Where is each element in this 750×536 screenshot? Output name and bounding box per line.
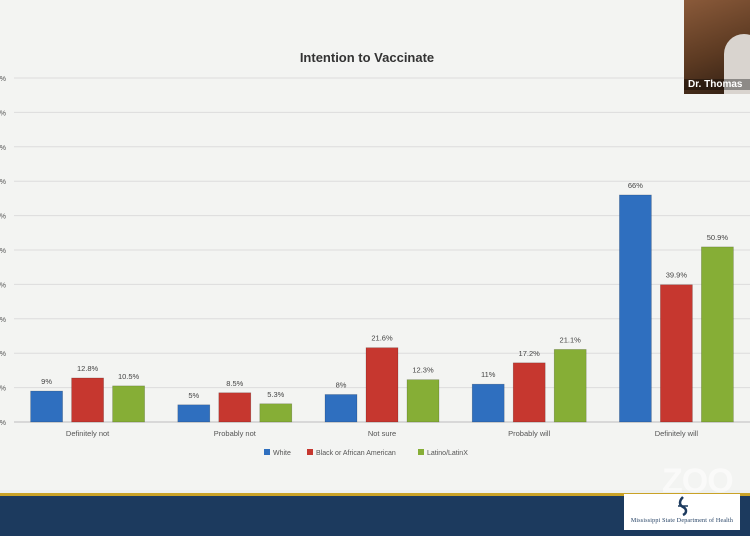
data-label: 39.9%	[666, 271, 688, 280]
y-tick-label: %	[0, 351, 6, 358]
bar	[553, 349, 587, 423]
legend-label: Black or African American	[316, 450, 396, 457]
participant-video-feed	[724, 34, 750, 94]
x-tick-label: Definitely will	[655, 429, 699, 438]
x-tick-label: Probably will	[508, 429, 550, 438]
footer-accent	[0, 493, 750, 497]
y-tick-label: %	[0, 420, 6, 427]
bar	[619, 194, 652, 423]
x-tick-label: Definitely not	[66, 429, 110, 438]
logo-mark-icon	[678, 496, 688, 516]
bar	[471, 383, 505, 423]
bar	[660, 284, 693, 423]
data-label: 10.5%	[118, 372, 140, 381]
y-tick-label: %	[0, 145, 6, 152]
y-tick-label: %	[0, 282, 6, 289]
data-label: 66%	[628, 181, 643, 190]
chart-title: Intention to Vaccinate	[300, 50, 434, 65]
bar	[324, 394, 358, 423]
bar	[512, 362, 546, 423]
participant-video-tile[interactable]: Dr. Thomas	[684, 0, 750, 94]
data-label: 11%	[481, 370, 496, 379]
legend-label: Latino/LatinX	[427, 450, 468, 457]
y-tick-label: %	[0, 386, 6, 393]
data-label: 12.3%	[412, 366, 434, 375]
bar	[30, 390, 63, 423]
bar	[701, 246, 734, 423]
data-label: 5.3%	[267, 390, 284, 399]
data-label: 17.2%	[519, 349, 541, 358]
bar	[71, 377, 104, 423]
data-label: 9%	[41, 377, 52, 386]
x-tick-label: Probably not	[214, 429, 257, 438]
y-tick-label: %	[0, 179, 6, 186]
data-label: 8%	[336, 380, 347, 389]
data-label: 12.8%	[77, 364, 99, 373]
logo-text: Mississippi State Department of Health	[630, 518, 734, 524]
y-tick-label: %	[0, 317, 6, 324]
legend-label: White	[273, 450, 291, 457]
bar-chart: Intention to Vaccinate %%%%%%%%%%% 9% 12.…	[0, 50, 750, 457]
y-tick-label: %	[0, 248, 6, 255]
data-label: 21.1%	[560, 335, 582, 344]
x-tick-label: Not sure	[368, 429, 396, 438]
msdh-logo: Mississippi State Department of Health	[624, 494, 740, 530]
y-tick-label: %	[0, 76, 6, 83]
data-label: 8.5%	[226, 379, 243, 388]
bar	[218, 392, 252, 423]
bar	[365, 347, 399, 423]
data-label: 21.6%	[371, 334, 393, 343]
y-tick-label: %	[0, 110, 6, 117]
data-label: 5%	[188, 391, 199, 400]
y-tick-label: %	[0, 214, 6, 221]
participant-name: Dr. Thomas	[684, 79, 750, 90]
data-label: 50.9%	[707, 233, 729, 242]
bar	[406, 379, 440, 423]
slide: Intention to Vaccinate %%%%%%%%%%% 9% 12.…	[0, 50, 750, 457]
bar	[177, 404, 211, 423]
bar	[259, 403, 293, 423]
legend: White Black or African American Latino/Lat…	[264, 449, 468, 457]
legend-swatch	[264, 449, 270, 455]
legend-swatch	[418, 449, 424, 455]
legend-swatch	[307, 449, 313, 455]
bar	[112, 385, 145, 423]
zoom-watermark: ZOO	[662, 462, 734, 500]
